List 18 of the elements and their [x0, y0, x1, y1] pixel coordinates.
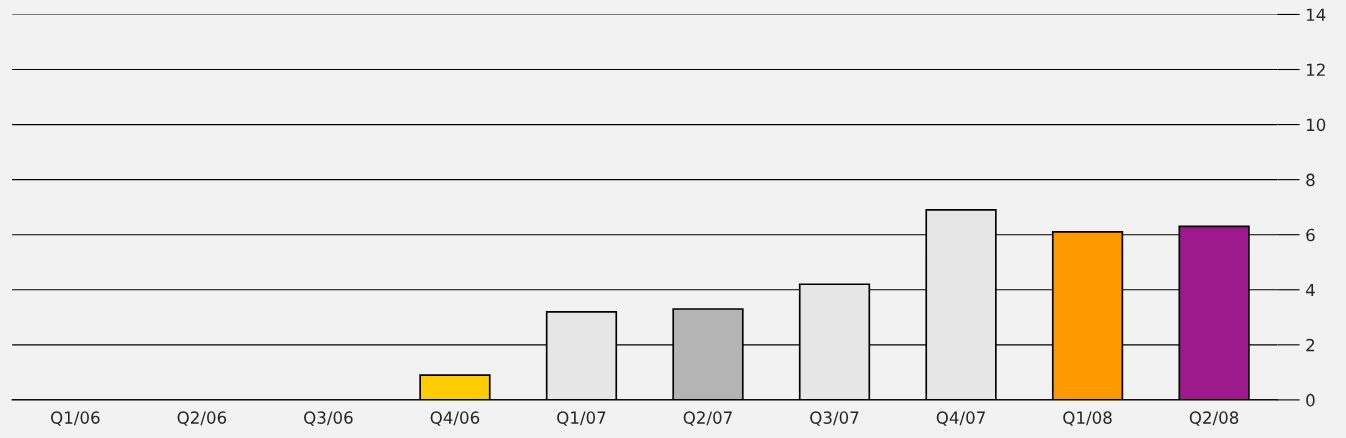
y-tick-label: 4 — [1305, 283, 1315, 297]
y-tick-label: 0 — [1306, 393, 1315, 407]
x-tick-label: Q1/08 — [1063, 411, 1112, 426]
x-tick-label: Q2/07 — [683, 411, 732, 426]
x-tick-label: Q3/07 — [810, 411, 859, 426]
y-tick-label: 8 — [1306, 173, 1315, 187]
y-tick-label: 14 — [1306, 8, 1326, 21]
x-tick-label: Q4/06 — [430, 411, 480, 426]
x-tick-label: Q1/07 — [557, 411, 606, 426]
x-tick-label: Q4/07 — [936, 411, 985, 426]
x-tick-label: Q3/06 — [304, 411, 353, 426]
x-tick-label: Q2/06 — [177, 411, 227, 426]
y-tick-label: 6 — [1306, 228, 1315, 242]
y-tick-label: 12 — [1306, 63, 1325, 76]
x-tick-label: Q1/06 — [51, 411, 100, 426]
y-tick-label: 10 — [1306, 118, 1326, 132]
x-tick-label: Q2/08 — [1189, 411, 1239, 426]
y-tick-label: 2 — [1306, 338, 1315, 352]
